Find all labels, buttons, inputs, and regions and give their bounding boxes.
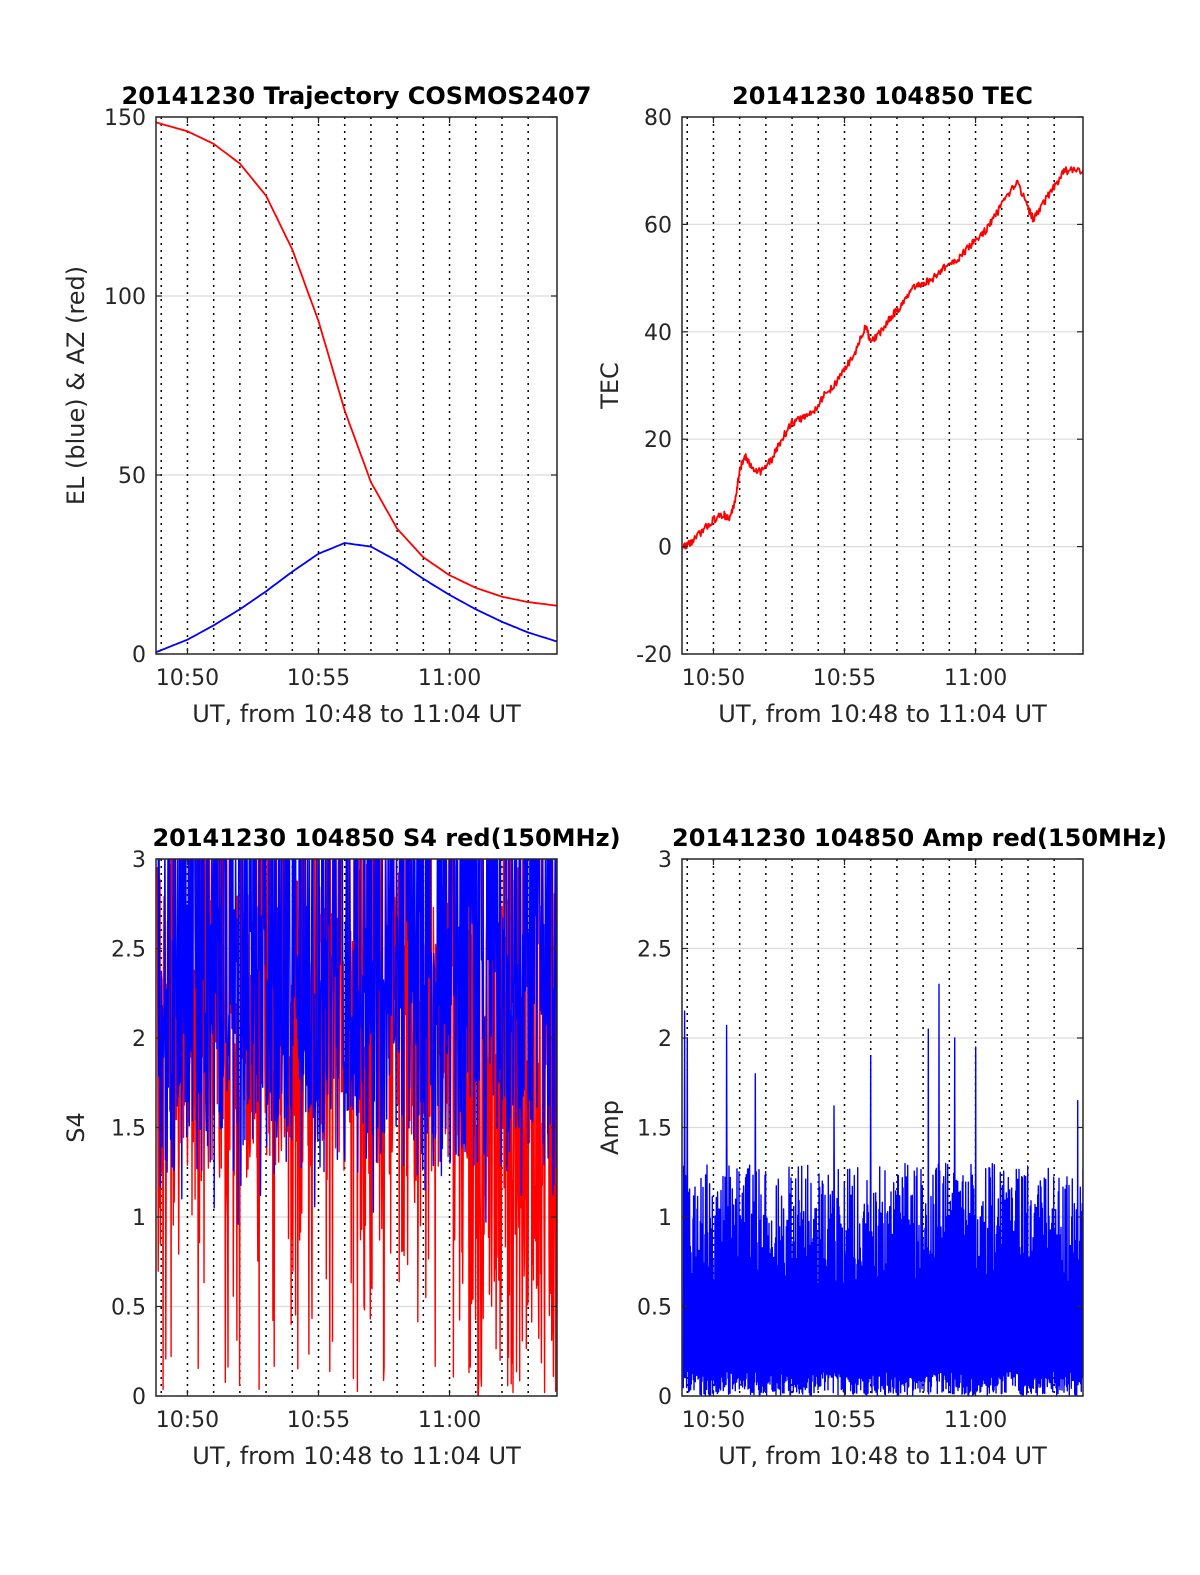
y-tick-label: 150: [104, 106, 146, 131]
y-axis-label: EL (blue) & AZ (red): [62, 266, 90, 505]
chart-title: 20141230 104850 S4 red(150MHz): [152, 824, 620, 852]
y-tick-label: 0: [132, 1385, 146, 1410]
x-axis-label: UT, from 10:48 to 11:04 UT: [192, 1442, 521, 1470]
y-tick-label: 1: [132, 1206, 146, 1231]
y-axis-label: S4: [62, 1112, 90, 1143]
axes-frame: [155, 116, 558, 655]
y-tick-label: 0: [658, 1385, 672, 1410]
y-tick-label: 2: [658, 1027, 672, 1052]
chart-amp: 0 0.5 1 1.5 2 2.5 3 10:50 10:55 11:00 20141230 104…: [596, 824, 1167, 1470]
series-group: [156, 121, 557, 654]
x-tick-label: 10:50: [156, 666, 219, 691]
series-line-0: [682, 983, 1083, 1396]
y-tick-label: 1.5: [111, 1117, 146, 1142]
y-tick-label: 3: [132, 848, 146, 873]
x-tick-label: 11:00: [418, 666, 481, 691]
x-tick-label: 10:55: [813, 1408, 876, 1433]
x-tick-label: 11:00: [944, 666, 1007, 691]
y-tick-label: 2.5: [111, 938, 146, 963]
series-group: [682, 983, 1083, 1396]
x-tick-label: 10:50: [682, 1408, 745, 1433]
y-tick-label: 60: [644, 213, 672, 238]
x-axis-label: UT, from 10:48 to 11:04 UT: [192, 700, 521, 728]
x-tick-label: 10:55: [813, 666, 876, 691]
y-tick-label: 2.5: [637, 938, 672, 963]
chart-trajectory: 0 50 100 150 10:50 10:55 11:00 20141230 Traject…: [62, 82, 591, 728]
chart-title: 20141230 104850 Amp red(150MHz): [672, 824, 1167, 852]
y-tick-label: 1.5: [637, 1117, 672, 1142]
series-line-0: [156, 121, 557, 607]
y-tick-label: 2: [132, 1027, 146, 1052]
chart-title: 20141230 Trajectory COSMOS2407: [122, 82, 592, 110]
y-tick-label: 50: [118, 464, 146, 489]
y-tick-label: 0: [658, 536, 672, 561]
x-tick-label: 10:55: [287, 1408, 350, 1433]
y-tick-label: 20: [644, 428, 672, 453]
series-line-0: [682, 166, 1083, 550]
y-tick-label: -20: [636, 643, 672, 668]
chart-s4: 0 0.5 1 1.5 2 2.5 3 10:50 10:55 11:00 20141230 104…: [62, 824, 621, 1470]
series-line-1: [156, 542, 557, 654]
y-tick-label: 1: [658, 1206, 672, 1231]
x-tick-label: 10:50: [682, 666, 745, 691]
axes-frame: [681, 116, 1084, 655]
y-tick-label: 0: [132, 643, 146, 668]
y-tick-label: 0.5: [637, 1296, 672, 1321]
chart-tec: -20 0 20 40 60 80 10:50 10:55 11:00 20141230 1048…: [596, 82, 1084, 728]
x-axis-label: UT, from 10:48 to 11:04 UT: [718, 700, 1047, 728]
x-tick-label: 11:00: [944, 1408, 1007, 1433]
x-tick-label: 10:55: [287, 666, 350, 691]
y-tick-label: 40: [644, 321, 672, 346]
y-tick-label: 3: [658, 848, 672, 873]
y-tick-label: 0.5: [111, 1296, 146, 1321]
chart-title: 20141230 104850 TEC: [732, 82, 1033, 110]
y-axis-label: Amp: [596, 1100, 624, 1155]
y-tick-label: 100: [104, 285, 146, 310]
x-tick-label: 10:50: [156, 1408, 219, 1433]
y-axis-label: TEC: [596, 362, 624, 410]
x-tick-label: 11:00: [418, 1408, 481, 1433]
series-group: [682, 166, 1083, 550]
series-group: [156, 859, 557, 1396]
y-tick-label: 80: [644, 106, 672, 131]
x-axis-label: UT, from 10:48 to 11:04 UT: [718, 1442, 1047, 1470]
series-line-1: [157, 859, 557, 1225]
